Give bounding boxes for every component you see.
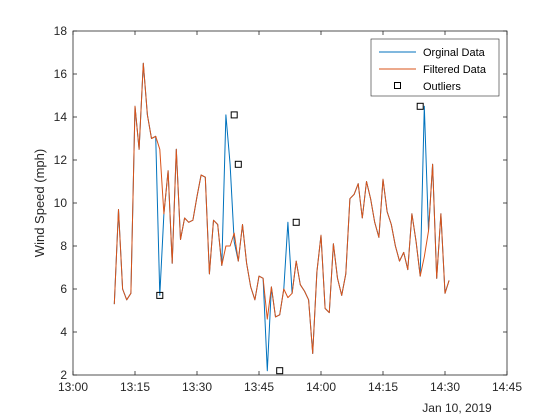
legend-outliers-marker <box>394 82 401 89</box>
y-tick-label: 12 <box>54 153 68 167</box>
outlier-marker <box>416 102 424 110</box>
series-layer <box>113 62 450 375</box>
legend-outliers-label: Outliers <box>423 81 461 93</box>
x-tick-label: 14:00 <box>306 380 336 394</box>
x-tick-label: 13:45 <box>244 380 274 394</box>
y-tick-label: 4 <box>60 325 67 339</box>
x-tick-label: 14:45 <box>492 380 522 394</box>
outlier-marker <box>234 160 242 168</box>
x-tick-label: 13:30 <box>182 380 212 394</box>
legend-box <box>370 38 500 97</box>
axes-layer: 13:00 13:15 13:30 13:45 14:00 14:15 14:30 14:45… <box>54 24 523 394</box>
y-tick-label: 18 <box>54 24 68 38</box>
x-tick-label: 13:00 <box>58 380 88 394</box>
legend: Orginal Data Filtered Data Outliers <box>370 38 500 97</box>
outlier-marker <box>276 367 284 375</box>
y-axis-label: Wind Speed (mph) <box>32 149 47 257</box>
y-tick-label: 6 <box>60 282 67 296</box>
outlier-marker <box>292 218 300 226</box>
legend-original-label: Orginal Data <box>423 47 486 59</box>
y-tick-label: 16 <box>54 67 68 81</box>
legend-filtered-label: Filtered Data <box>423 64 487 76</box>
x-axis-date-label: Jan 10, 2019 <box>422 401 492 415</box>
y-tick-label: 2 <box>60 368 67 382</box>
y-tick-label: 8 <box>60 239 67 253</box>
outlier-marker <box>230 111 238 119</box>
x-tick-label: 13:15 <box>120 380 150 394</box>
filtered-data-line <box>113 62 450 354</box>
x-tick-label: 14:30 <box>430 380 460 394</box>
y-tick-label: 10 <box>54 196 68 210</box>
y-tick-label: 14 <box>54 110 68 124</box>
x-tick-label: 14:15 <box>368 380 398 394</box>
outlier-marker <box>156 291 164 299</box>
